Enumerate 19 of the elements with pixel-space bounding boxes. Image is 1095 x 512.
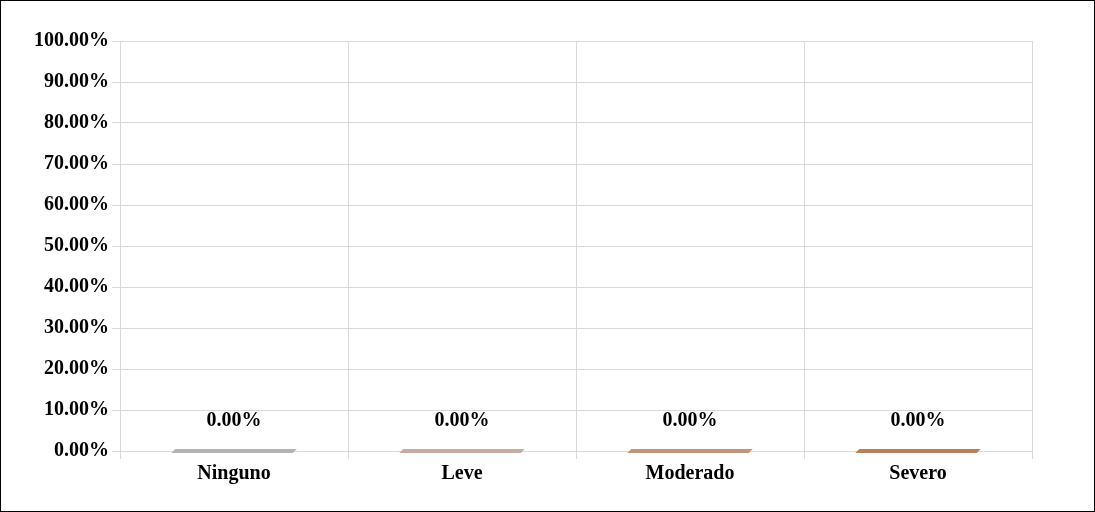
data-label: 0.00%: [890, 408, 946, 431]
y-tick-label: 80.00%: [44, 110, 109, 133]
y-tick-label: 10.00%: [44, 397, 109, 420]
data-label: 0.00%: [434, 408, 490, 431]
x-tick-label: Severo: [889, 461, 947, 484]
data-label: 0.00%: [206, 408, 262, 431]
y-tick-label: 100.00%: [34, 28, 109, 51]
y-tick-label: 40.00%: [44, 274, 109, 297]
y-tick-label: 20.00%: [44, 356, 109, 379]
x-tick-label: Leve: [441, 461, 483, 484]
data-label: 0.00%: [662, 408, 718, 431]
y-tick-label: 60.00%: [44, 192, 109, 215]
y-tick-label: 30.00%: [44, 315, 109, 338]
x-tick-label: Ninguno: [197, 461, 271, 485]
x-tick-label: Moderado: [645, 461, 735, 484]
y-tick-label: 70.00%: [44, 151, 109, 174]
y-tick-label: 50.00%: [44, 233, 109, 256]
y-tick-label: 90.00%: [44, 69, 109, 92]
y-tick-label: 0.00%: [54, 438, 109, 461]
